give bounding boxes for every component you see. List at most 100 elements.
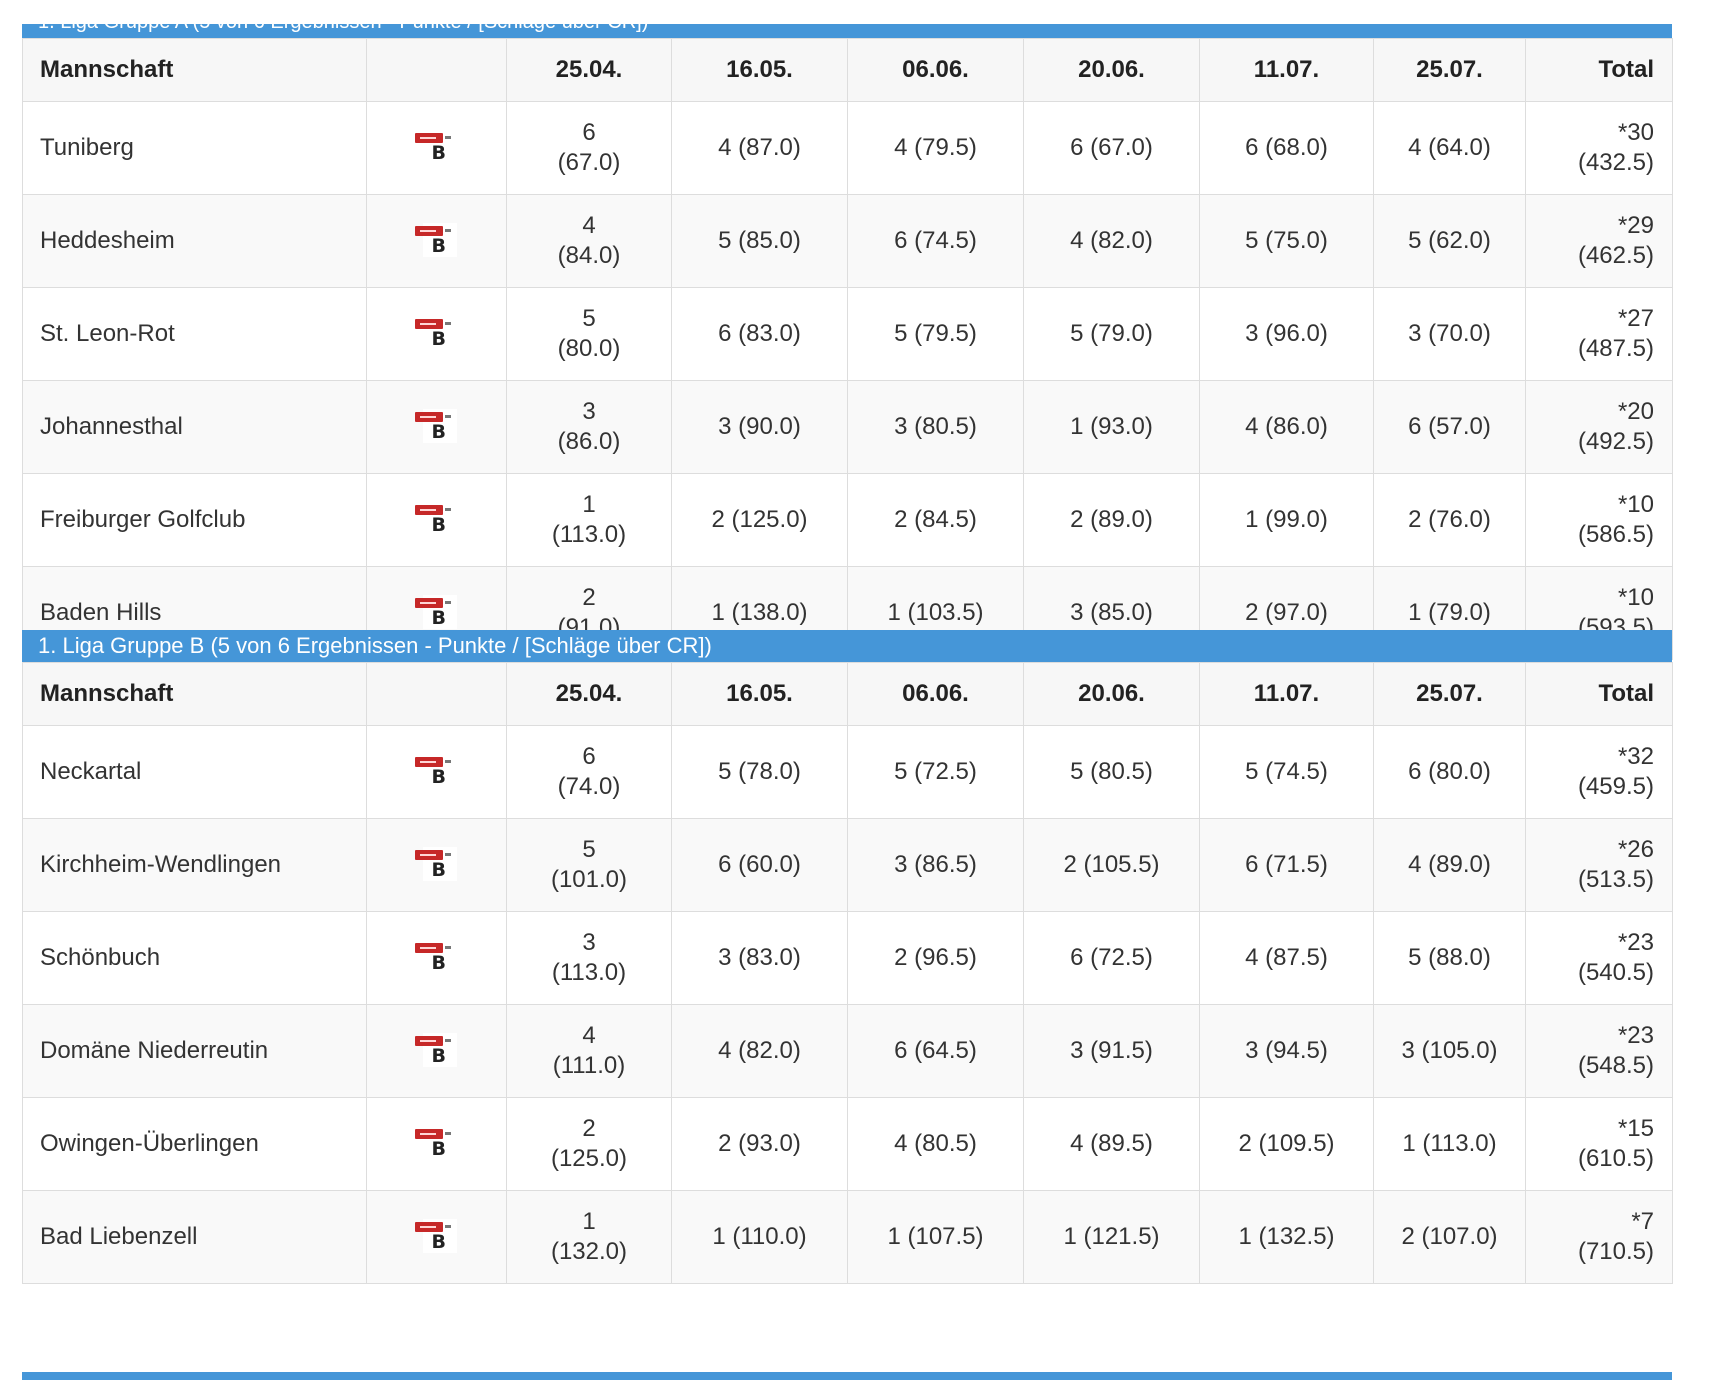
column-header-total: Total	[1525, 662, 1673, 726]
score-cell: 4 (82.0)	[1023, 194, 1200, 288]
score-cell: 5 (62.0)	[1373, 194, 1526, 288]
score-value: 5 (79.0)	[1070, 320, 1153, 347]
pdf-icon-letter: B	[431, 1231, 446, 1253]
total-value: *7 (710.5)	[1577, 1208, 1654, 1265]
score-cell: 3 (86.5)	[847, 818, 1024, 912]
score-value: 1 (138.0)	[711, 599, 808, 626]
pdf-icon[interactable]: B	[414, 130, 459, 166]
score-cell: 1 (99.0)	[1199, 473, 1374, 567]
column-header-date: 11.07.	[1199, 662, 1374, 726]
score-cell: 6 (80.0)	[1373, 725, 1526, 819]
score-cell: 3 (86.0)	[506, 380, 672, 474]
score-value: 6 (71.5)	[1245, 851, 1328, 878]
total-cell: *23 (548.5)	[1525, 1004, 1673, 1098]
pdf-icon[interactable]: B	[414, 502, 459, 538]
score-value: 2 (97.0)	[1245, 599, 1328, 626]
score-cell: 5 (74.5)	[1199, 725, 1374, 819]
standings-table: Mannschaft 25.04. 16.05. 06.06. 20.06. 1…	[22, 38, 1673, 660]
score-value: 5 (101.0)	[550, 836, 628, 893]
score-cell: 3 (113.0)	[506, 911, 672, 1005]
pdf-icon[interactable]: B	[414, 1219, 459, 1255]
pdf-icon-letter: B	[431, 235, 446, 257]
score-cell: 4 (86.0)	[1199, 380, 1374, 474]
score-cell: 2 (125.0)	[506, 1097, 672, 1191]
pdf-icon[interactable]: B	[414, 940, 459, 976]
pdf-icon[interactable]: B	[414, 316, 459, 352]
report-cell: B	[366, 1190, 507, 1284]
score-value: 4 (87.0)	[718, 134, 801, 161]
report-cell: B	[366, 911, 507, 1005]
score-value: 3 (90.0)	[718, 413, 801, 440]
column-header-date: 16.05.	[671, 662, 848, 726]
column-header-date: 20.06.	[1023, 38, 1200, 102]
report-cell: B	[366, 194, 507, 288]
score-cell: 4 (79.5)	[847, 101, 1024, 195]
pdf-icon[interactable]: B	[414, 754, 459, 790]
score-cell: 5 (79.0)	[1023, 287, 1200, 381]
pdf-icon-letter: B	[431, 766, 446, 788]
report-cell: B	[366, 380, 507, 474]
score-cell: 6 (74.5)	[847, 194, 1024, 288]
report-cell: B	[366, 818, 507, 912]
score-value: 3 (86.5)	[894, 851, 977, 878]
score-value: 4 (64.0)	[1408, 134, 1491, 161]
score-cell: 4 (84.0)	[506, 194, 672, 288]
column-header-date: 25.07.	[1373, 38, 1526, 102]
pdf-icon[interactable]: B	[414, 1126, 459, 1162]
column-header-date: 25.04.	[506, 662, 672, 726]
score-cell: 3 (91.5)	[1023, 1004, 1200, 1098]
score-value: 2 (89.0)	[1070, 506, 1153, 533]
score-cell: 6 (67.0)	[1023, 101, 1200, 195]
score-value: 3 (83.0)	[718, 944, 801, 971]
table-row: Owingen-Überlingen B 2 (125.0) 2 (93.0) 4 (80…	[22, 1097, 1673, 1191]
score-value: 6 (57.0)	[1408, 413, 1491, 440]
score-cell: 4 (89.5)	[1023, 1097, 1200, 1191]
score-value: 2 (109.5)	[1238, 1130, 1335, 1157]
report-cell: B	[366, 1004, 507, 1098]
score-value: 4 (84.0)	[557, 212, 621, 269]
total-value: *23 (548.5)	[1577, 1022, 1654, 1079]
pdf-icon[interactable]: B	[414, 223, 459, 259]
pdf-icon-letter: B	[431, 607, 446, 629]
team-name: Bad Liebenzell	[22, 1190, 367, 1284]
score-value: 5 (80.5)	[1070, 758, 1153, 785]
score-cell: 1 (132.0)	[506, 1190, 672, 1284]
table-row: Johannesthal B 3 (86.0) 3 (90.0) 3 (80.5) 1 (9…	[22, 380, 1673, 474]
score-cell: 1 (132.5)	[1199, 1190, 1374, 1284]
score-cell: 6 (60.0)	[671, 818, 848, 912]
column-header-date: 25.04.	[506, 38, 672, 102]
score-cell: 5 (101.0)	[506, 818, 672, 912]
total-cell: *26 (513.5)	[1525, 818, 1673, 912]
table-row: Neckartal B 6 (74.0) 5 (78.0) 5 (72.5) 5 (80.5…	[22, 725, 1673, 819]
score-value: 2 (105.5)	[1063, 851, 1160, 878]
score-value: 1 (110.0)	[712, 1223, 807, 1250]
score-value: 2 (76.0)	[1408, 506, 1491, 533]
pdf-icon[interactable]: B	[414, 1033, 459, 1069]
total-value: *29 (462.5)	[1577, 212, 1654, 269]
score-cell: 2 (125.0)	[671, 473, 848, 567]
score-value: 6 (80.0)	[1408, 758, 1491, 785]
total-value: *23 (540.5)	[1577, 929, 1654, 986]
score-cell: 3 (70.0)	[1373, 287, 1526, 381]
score-value: 3 (91.5)	[1070, 1037, 1153, 1064]
score-cell: 4 (87.0)	[671, 101, 848, 195]
score-cell: 3 (94.5)	[1199, 1004, 1374, 1098]
score-value: 4 (82.0)	[1070, 227, 1153, 254]
score-cell: 2 (96.5)	[847, 911, 1024, 1005]
pdf-icon[interactable]: B	[414, 409, 459, 445]
pdf-icon[interactable]: B	[414, 847, 459, 883]
column-header-team: Mannschaft	[22, 662, 367, 726]
header-row: Mannschaft 25.04. 16.05. 06.06. 20.06. 1…	[22, 662, 1673, 726]
score-cell: 6 (64.5)	[847, 1004, 1024, 1098]
table-row: Heddesheim B 4 (84.0) 5 (85.0) 6 (74.5) 4 (82.…	[22, 194, 1673, 288]
score-value: 3 (105.0)	[1401, 1037, 1498, 1064]
score-cell: 6 (74.0)	[506, 725, 672, 819]
total-value: *20 (492.5)	[1577, 398, 1654, 455]
score-value: 5 (62.0)	[1408, 227, 1491, 254]
score-value: 6 (64.5)	[894, 1037, 977, 1064]
pdf-icon[interactable]: B	[414, 595, 459, 631]
score-cell: 5 (80.5)	[1023, 725, 1200, 819]
score-cell: 3 (105.0)	[1373, 1004, 1526, 1098]
group-a-panel: 1. Liga Gruppe A (5 von 6 Ergebnissen - …	[22, 24, 1673, 660]
header-row: Mannschaft 25.04. 16.05. 06.06. 20.06. 1…	[22, 38, 1673, 102]
